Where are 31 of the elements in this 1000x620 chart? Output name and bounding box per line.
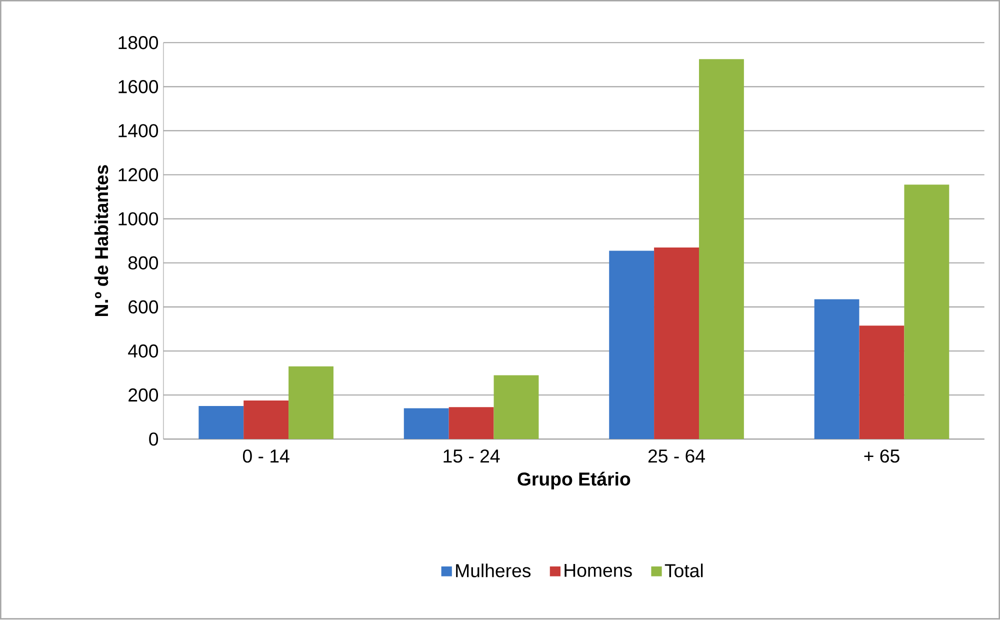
y-tick-label: 1000 [118,212,158,226]
bar [288,366,334,440]
y-tick-label: 0 [149,432,158,446]
legend-label: Homens [564,564,632,578]
y-tick-label: 200 [128,388,158,402]
x-tick-label: 25 - 64 [648,450,705,463]
bar [859,326,904,440]
legend-label: Total [664,564,703,578]
x-axis-title: Grupo Etário [518,472,630,490]
legend-label: Mulheres [456,564,531,578]
y-tick-label: 1200 [118,168,158,182]
y-tick-label: 600 [128,300,158,314]
x-tick-label: 0 - 14 [242,450,290,463]
y-axis-title: N.º de Habitantes [94,165,108,316]
y-tick-label: 800 [128,256,158,270]
bar [814,299,860,440]
y-tick-label: 1400 [118,124,158,138]
x-tick-label: 15 - 24 [444,450,500,463]
bar [494,375,539,440]
bar [198,406,244,440]
bar [448,407,494,440]
y-tick-label: 1600 [118,80,158,94]
bar [654,248,699,440]
y-tick-label: 400 [128,344,158,358]
x-tick-label: + 65 [864,450,900,463]
bar [404,408,449,440]
y-tick-label: 1800 [118,36,158,50]
bar [698,59,744,440]
bar [244,400,289,440]
bar [904,184,950,440]
bar [609,251,654,440]
